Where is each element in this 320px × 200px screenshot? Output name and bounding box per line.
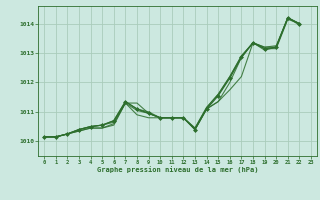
X-axis label: Graphe pression niveau de la mer (hPa): Graphe pression niveau de la mer (hPa) xyxy=(97,167,258,173)
